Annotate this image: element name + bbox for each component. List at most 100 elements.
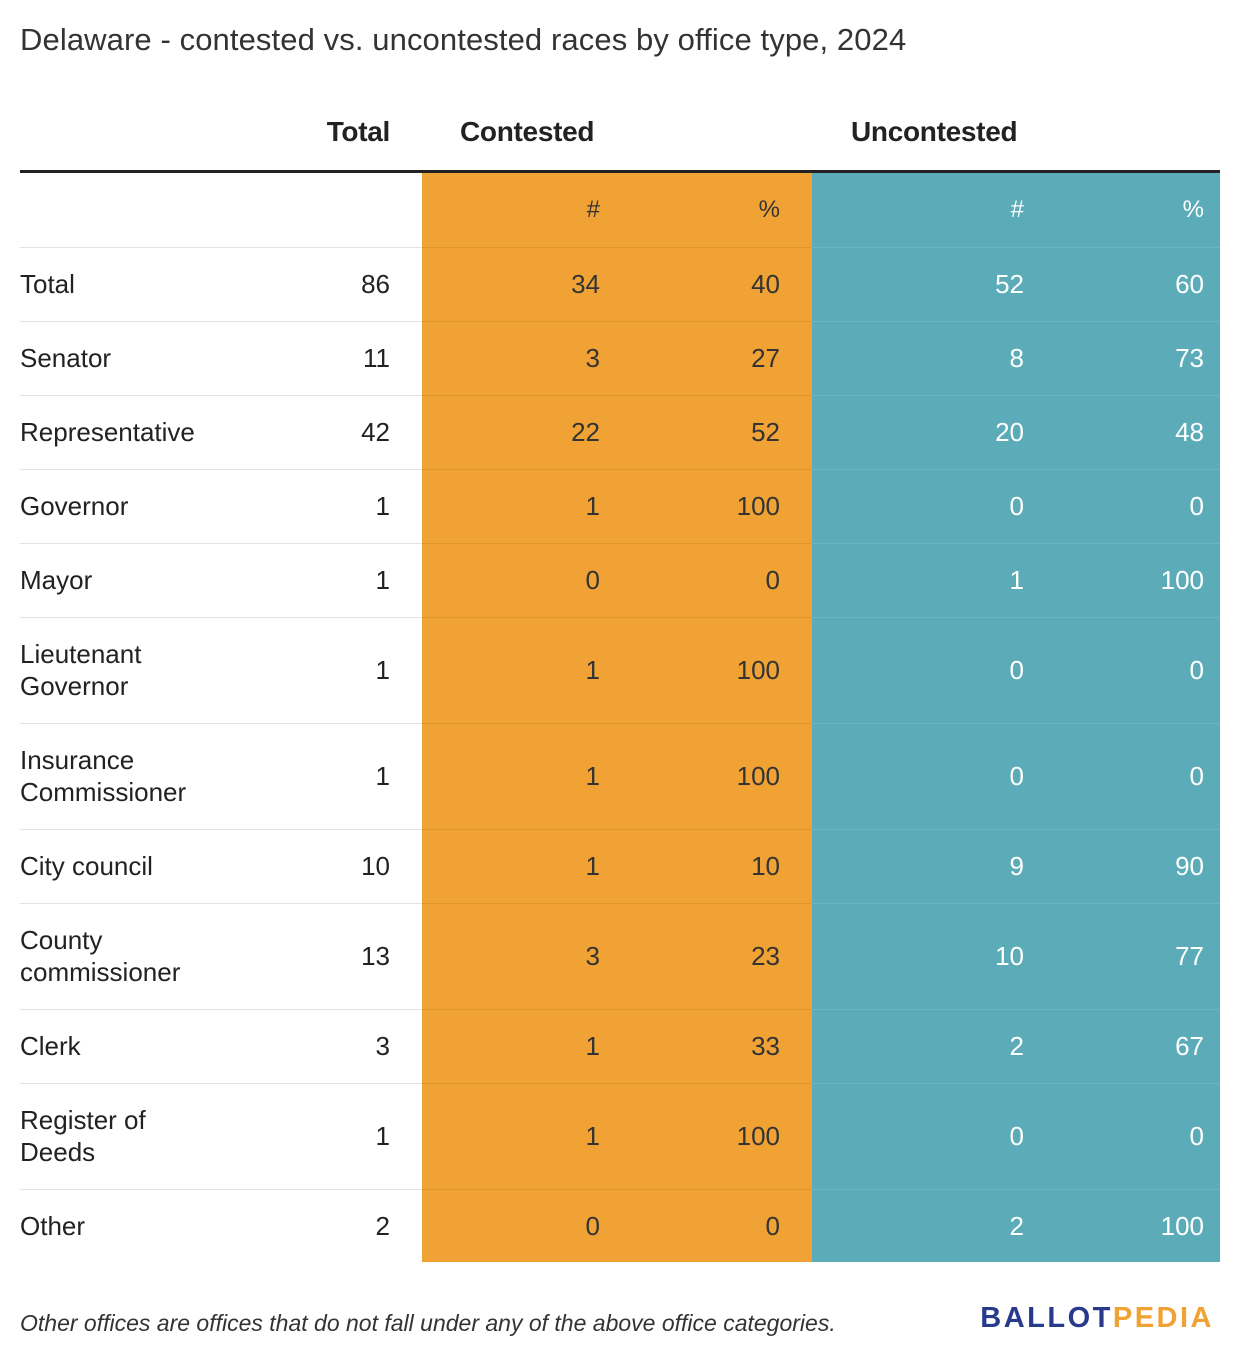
cell-contested-num: 1 — [585, 491, 600, 521]
cell-contested-num: 1 — [585, 655, 600, 685]
row-divider — [20, 395, 422, 396]
row-divider — [20, 903, 422, 904]
row-divider — [20, 469, 422, 470]
row-divider-contested — [422, 543, 812, 544]
row-divider-uncontested — [812, 723, 1220, 724]
cell-uncontested-pct: 100 — [1160, 565, 1204, 595]
cell-uncontested-pct: 100 — [1160, 1211, 1204, 1241]
cell-contested-pct: 33 — [751, 1031, 780, 1061]
header-uncontested: Uncontested — [851, 116, 1018, 147]
row-label: Total — [20, 269, 75, 299]
row-divider-uncontested — [812, 395, 1220, 396]
cell-total: 11 — [363, 343, 390, 373]
row-label: Senator — [20, 343, 112, 373]
row-divider-uncontested — [812, 1083, 1220, 1084]
row-divider-contested — [422, 617, 812, 618]
cell-total: 13 — [361, 941, 390, 971]
cell-contested-num: 3 — [585, 941, 600, 971]
header-rule — [20, 170, 1220, 173]
cell-contested-pct: 27 — [751, 343, 780, 373]
row-label: Clerk — [20, 1031, 81, 1061]
row-divider — [20, 1083, 422, 1084]
cell-total: 1 — [375, 761, 390, 791]
cell-uncontested-num: 2 — [1009, 1031, 1024, 1061]
cell-contested-num: 22 — [571, 417, 600, 447]
row-divider-uncontested — [812, 321, 1220, 322]
logo-part-ballot: BALLOT — [980, 1302, 1113, 1334]
header-contested: Contested — [460, 116, 595, 147]
row-label: Insurance Commissioner — [20, 745, 187, 807]
header-total: Total — [326, 116, 391, 147]
row-divider-contested — [422, 903, 812, 904]
cell-total: 1 — [375, 1121, 390, 1151]
row-divider-contested — [422, 1009, 812, 1010]
cell-contested-num: 1 — [585, 1031, 600, 1061]
contested-band — [422, 173, 812, 1262]
row-divider — [20, 321, 422, 322]
cell-uncontested-num: 2 — [1009, 1211, 1024, 1241]
cell-total: 10 — [361, 851, 390, 881]
row-label: Lieutenant Governor — [20, 639, 142, 701]
row-divider-contested — [422, 321, 812, 322]
cell-uncontested-pct: 0 — [1189, 655, 1204, 685]
row-divider-uncontested — [812, 829, 1220, 830]
cell-total: 86 — [361, 269, 390, 299]
cell-uncontested-pct: 77 — [1175, 941, 1204, 971]
row-divider-uncontested — [812, 543, 1220, 544]
cell-contested-pct: 40 — [751, 269, 780, 299]
row-divider-contested — [422, 1189, 812, 1190]
row-divider-contested — [422, 723, 812, 724]
cell-uncontested-num: 0 — [1009, 1121, 1024, 1151]
cell-uncontested-pct: 0 — [1189, 491, 1204, 521]
cell-uncontested-pct: 0 — [1189, 761, 1204, 791]
cell-uncontested-num: 10 — [995, 941, 1024, 971]
row-label: Representative — [20, 417, 195, 447]
cell-uncontested-num: 8 — [1009, 343, 1024, 373]
subheader-contested-num: # — [586, 196, 600, 223]
row-divider-contested — [422, 247, 812, 248]
cell-contested-pct: 100 — [736, 655, 780, 685]
cell-contested-pct: 52 — [751, 417, 780, 447]
cell-uncontested-num: 52 — [995, 269, 1024, 299]
ballotpedia-logo: BALLOTPEDIA — [980, 1302, 1214, 1335]
cell-uncontested-pct: 73 — [1175, 343, 1204, 373]
subheader-uncontested-num: # — [1010, 196, 1024, 223]
cell-uncontested-num: 0 — [1009, 655, 1024, 685]
row-divider-uncontested — [812, 617, 1220, 618]
cell-contested-pct: 100 — [736, 761, 780, 791]
row-divider-contested — [422, 829, 812, 830]
cell-uncontested-num: 1 — [1009, 565, 1024, 595]
cell-uncontested-pct: 0 — [1189, 1121, 1204, 1151]
cell-total: 1 — [375, 655, 390, 685]
cell-uncontested-num: 20 — [995, 417, 1024, 447]
cell-total: 2 — [375, 1211, 390, 1241]
row-divider-uncontested — [812, 1009, 1220, 1010]
cell-contested-pct: 100 — [736, 1121, 780, 1151]
cell-uncontested-num: 0 — [1009, 491, 1024, 521]
row-divider — [20, 829, 422, 830]
cell-contested-pct: 0 — [765, 1211, 780, 1241]
row-divider — [20, 1189, 422, 1190]
cell-contested-pct: 23 — [751, 941, 780, 971]
row-label: Governor — [20, 491, 129, 521]
row-divider-contested — [422, 1083, 812, 1084]
cell-uncontested-pct: 60 — [1175, 269, 1204, 299]
cell-uncontested-num: 9 — [1009, 851, 1024, 881]
row-label: Register of Deeds — [20, 1105, 146, 1167]
cell-contested-pct: 10 — [751, 851, 780, 881]
row-divider-contested — [422, 469, 812, 470]
row-divider-uncontested — [812, 469, 1220, 470]
row-divider-uncontested — [812, 903, 1220, 904]
logo-part-pedia: PEDIA — [1112, 1302, 1214, 1334]
cell-contested-pct: 100 — [736, 491, 780, 521]
footnote: Other offices are offices that do not fa… — [20, 1310, 836, 1336]
cell-contested-num: 0 — [585, 565, 600, 595]
cell-contested-num: 1 — [585, 851, 600, 881]
row-divider — [20, 1009, 422, 1010]
row-divider — [20, 617, 422, 618]
row-label: County commissioner — [20, 925, 181, 987]
row-divider-uncontested — [812, 247, 1220, 248]
cell-contested-num: 3 — [585, 343, 600, 373]
subheader-contested-pct: % — [758, 196, 780, 223]
cell-contested-pct: 0 — [765, 565, 780, 595]
